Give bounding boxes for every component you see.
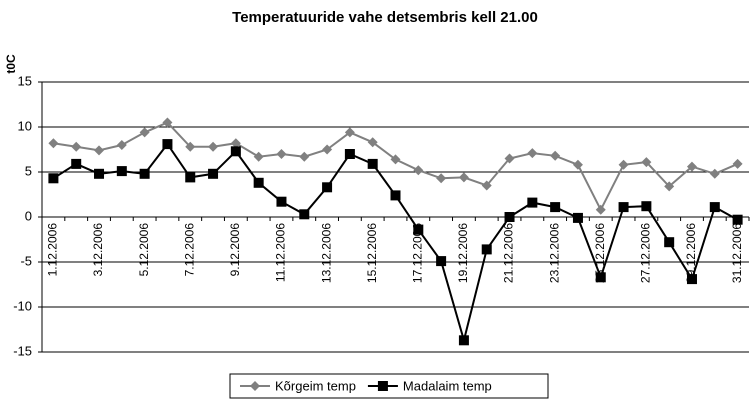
data-point (641, 157, 652, 168)
data-point (732, 158, 743, 169)
data-point (253, 177, 264, 188)
x-tick-label: 11.12.2006 (274, 223, 288, 282)
x-tick-label: 31.12.2006 (730, 223, 744, 283)
data-point (550, 150, 561, 161)
data-point (664, 181, 675, 192)
data-point (618, 159, 629, 170)
data-point (208, 141, 219, 152)
data-point (686, 161, 697, 172)
series-line (52, 142, 739, 345)
data-point (436, 256, 447, 267)
data-point (48, 173, 59, 184)
legend-marker (377, 381, 388, 391)
data-point (572, 159, 583, 170)
x-tick-label: 17.12.2006 (410, 223, 424, 283)
data-point (504, 212, 515, 222)
data-point (185, 172, 196, 183)
data-point (527, 197, 538, 208)
y-tick-label: -5 (20, 253, 32, 268)
data-point (185, 141, 196, 152)
data-point (48, 138, 59, 149)
x-tick-label: 21.12.2006 (502, 223, 516, 283)
data-point (299, 209, 310, 220)
x-tick-label: 15.12.2006 (365, 223, 379, 283)
data-point (458, 335, 469, 346)
x-tick-label: 19.12.2006 (456, 223, 470, 283)
data-point (413, 165, 424, 176)
y-axis-label: t0C (4, 54, 18, 74)
legend-label: Kõrgeim temp (275, 378, 356, 393)
data-point (458, 172, 469, 183)
y-tick-label: 15 (18, 73, 32, 88)
legend: Kõrgeim temp Madalaim temp (229, 373, 549, 399)
data-point (572, 212, 583, 223)
y-tick-label: -15 (13, 343, 32, 358)
data-point (390, 154, 401, 165)
data-point (276, 196, 287, 207)
data-point (94, 145, 105, 156)
data-point (481, 244, 492, 255)
data-point (94, 168, 105, 179)
data-point (322, 144, 333, 155)
data-point (436, 173, 447, 184)
data-point (709, 202, 720, 213)
data-point (162, 139, 173, 150)
y-tick-label: 5 (25, 163, 32, 178)
x-tick-label: 1.12.2006 (46, 223, 60, 277)
x-tick-label: 29.12.2006 (684, 223, 698, 283)
data-point (504, 153, 515, 164)
data-point (208, 168, 219, 179)
data-point (230, 138, 241, 149)
data-point (230, 146, 241, 157)
x-tick-label: 23.12.2006 (547, 223, 561, 283)
data-point (481, 180, 492, 191)
data-point (71, 141, 82, 152)
y-tick-label: 10 (18, 118, 32, 133)
legend-marker (250, 381, 260, 391)
data-point (595, 272, 606, 283)
data-point (139, 168, 150, 179)
data-point (322, 182, 333, 193)
data-point (618, 202, 629, 213)
y-tick-label: 0 (25, 208, 32, 223)
data-point (162, 117, 173, 128)
data-point (367, 158, 378, 169)
x-tick-label: 13.12.2006 (319, 223, 333, 283)
data-point (344, 127, 355, 138)
data-point (253, 151, 264, 162)
legend-label: Madalaim temp (403, 378, 492, 393)
data-point (641, 201, 652, 212)
data-point (686, 274, 697, 285)
data-point (390, 190, 401, 201)
x-tick-label: 7.12.2006 (182, 223, 196, 277)
data-point (664, 237, 675, 248)
data-point (550, 202, 561, 213)
y-tick-label: -10 (13, 298, 32, 313)
data-point (527, 148, 538, 159)
x-tick-label: 3.12.2006 (91, 223, 105, 277)
data-point (116, 166, 127, 177)
data-point (413, 224, 424, 235)
data-point (116, 140, 127, 150)
data-point (732, 214, 743, 225)
data-point (367, 137, 378, 148)
data-point (276, 149, 287, 159)
data-point (139, 127, 150, 138)
x-tick-label: 5.12.2006 (137, 223, 151, 277)
data-point (71, 158, 82, 169)
data-point (709, 168, 720, 179)
chart-title: Temperatuuride vahe detsembris kell 21.0… (232, 9, 538, 26)
x-tick-label: 9.12.2006 (228, 223, 242, 277)
x-tick-label: 27.12.2006 (639, 223, 653, 283)
data-point (299, 151, 310, 162)
data-point (344, 149, 355, 159)
data-point (595, 204, 606, 215)
